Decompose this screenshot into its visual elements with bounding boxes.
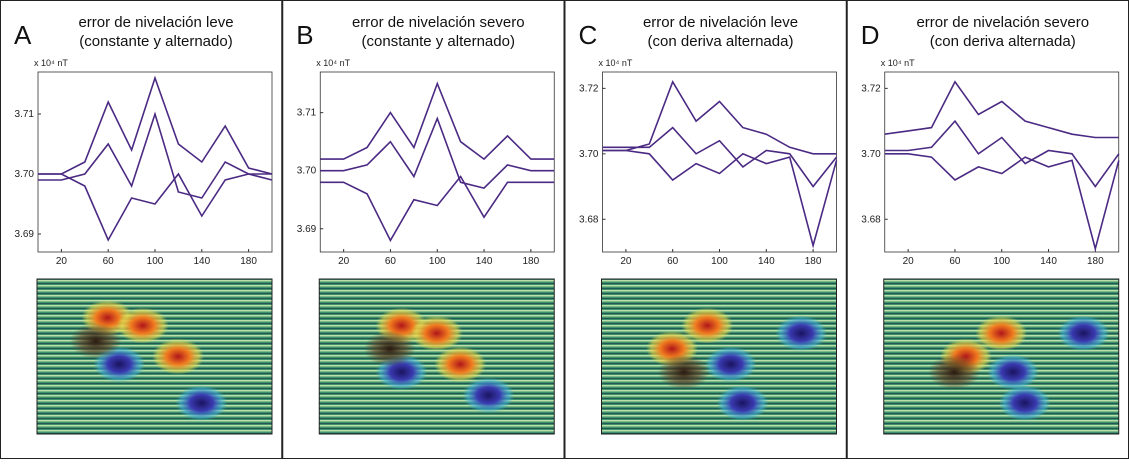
plot-frame: [319, 71, 555, 253]
panel-letter: A: [14, 20, 32, 50]
data-line: [320, 175, 555, 243]
map-anomaly: [975, 315, 1028, 352]
panel-letter: C: [579, 20, 598, 50]
map-anomaly: [410, 315, 463, 352]
map-anomaly: [704, 346, 757, 383]
y-tick-label: 3.71: [15, 109, 35, 120]
plot-frame: [884, 71, 1120, 253]
x-tick-label: 60: [385, 256, 397, 267]
x-tick-label: 180: [240, 256, 257, 267]
y-tick-label: 3.69: [297, 224, 317, 235]
map-frame: [601, 278, 837, 435]
panel-title: (constante y alternado): [79, 33, 232, 50]
x-tick-label: 100: [711, 256, 728, 267]
plot-frame: [602, 71, 837, 253]
x-tick-label: 180: [1087, 256, 1104, 267]
y-axis-unit: x 10⁴ nT: [599, 58, 633, 68]
map-anomaly: [657, 354, 710, 390]
y-tick-label: 3.72: [579, 83, 599, 94]
y-axis-unit: x 10⁴ nT: [34, 58, 68, 68]
map-image: [319, 279, 555, 434]
data-line: [884, 153, 1120, 252]
x-tick-label: 100: [147, 256, 164, 267]
data-line: [602, 79, 837, 155]
map-anomaly: [998, 385, 1051, 421]
y-tick-label: 3.72: [861, 83, 881, 94]
y-axis-unit: x 10⁴ nT: [316, 58, 350, 68]
panel-title: (constante y alternado): [362, 33, 515, 50]
x-tick-label: 140: [193, 256, 210, 267]
panel-letter: D: [861, 20, 880, 50]
y-tick-label: 3.68: [579, 214, 599, 225]
x-tick-label: 60: [667, 256, 679, 267]
map-anomaly: [434, 346, 487, 383]
panel-title: error de nivelación severo: [352, 14, 525, 31]
y-tick-label: 3.71: [297, 108, 317, 119]
x-tick-label: 60: [949, 256, 961, 267]
x-tick-label: 20: [338, 256, 350, 267]
map-anomaly: [716, 385, 769, 421]
map-anomaly: [928, 354, 981, 390]
x-tick-label: 20: [903, 256, 915, 267]
data-line: [602, 149, 838, 249]
x-tick-label: 140: [476, 256, 493, 267]
y-tick-label: 3.68: [861, 214, 881, 225]
x-tick-label: 60: [103, 256, 115, 267]
map-frame: [318, 278, 555, 435]
map-frame: [36, 278, 273, 435]
x-tick-label: 180: [805, 256, 822, 267]
y-tick-label: 3.70: [15, 169, 35, 180]
x-tick-label: 140: [1040, 256, 1057, 267]
panel-title: error de nivelación severo: [916, 14, 1089, 31]
y-tick-label: 3.70: [297, 166, 317, 177]
y-axis-unit: x 10⁴ nT: [881, 58, 915, 68]
x-tick-label: 180: [523, 256, 540, 267]
x-tick-label: 100: [993, 256, 1010, 267]
data-line: [884, 119, 1120, 188]
map-anomaly: [1057, 315, 1110, 352]
data-line: [38, 75, 273, 175]
map-anomaly: [175, 385, 228, 421]
panel-title: (con deriva alternada): [648, 33, 794, 50]
map-anomaly: [69, 323, 122, 359]
panel-title: (con deriva alternada): [930, 33, 1076, 50]
panel-title: error de nivelación leve: [643, 14, 798, 31]
data-line: [38, 111, 273, 199]
y-tick-label: 3.70: [579, 149, 599, 160]
panel-title: error de nivelación leve: [78, 14, 233, 31]
map-anomaly: [987, 354, 1039, 390]
map-anomaly: [116, 307, 169, 344]
map-anomaly: [152, 338, 204, 375]
x-tick-label: 100: [429, 256, 446, 267]
y-tick-label: 3.69: [15, 229, 35, 240]
plot-frame: [37, 71, 273, 253]
map-anomaly: [363, 330, 416, 367]
x-tick-label: 20: [56, 256, 68, 267]
data-line: [602, 126, 838, 188]
data-line: [320, 116, 555, 189]
map-anomaly: [462, 377, 515, 414]
data-line: [320, 81, 555, 161]
map-frame: [883, 278, 1120, 435]
data-line: [38, 172, 272, 242]
y-tick-label: 3.70: [861, 149, 881, 160]
panel-letter: B: [296, 20, 313, 50]
data-line: [884, 80, 1119, 139]
x-tick-label: 20: [620, 256, 632, 267]
map-anomaly: [775, 315, 828, 352]
x-tick-label: 140: [758, 256, 775, 267]
map-anomaly: [681, 307, 734, 344]
